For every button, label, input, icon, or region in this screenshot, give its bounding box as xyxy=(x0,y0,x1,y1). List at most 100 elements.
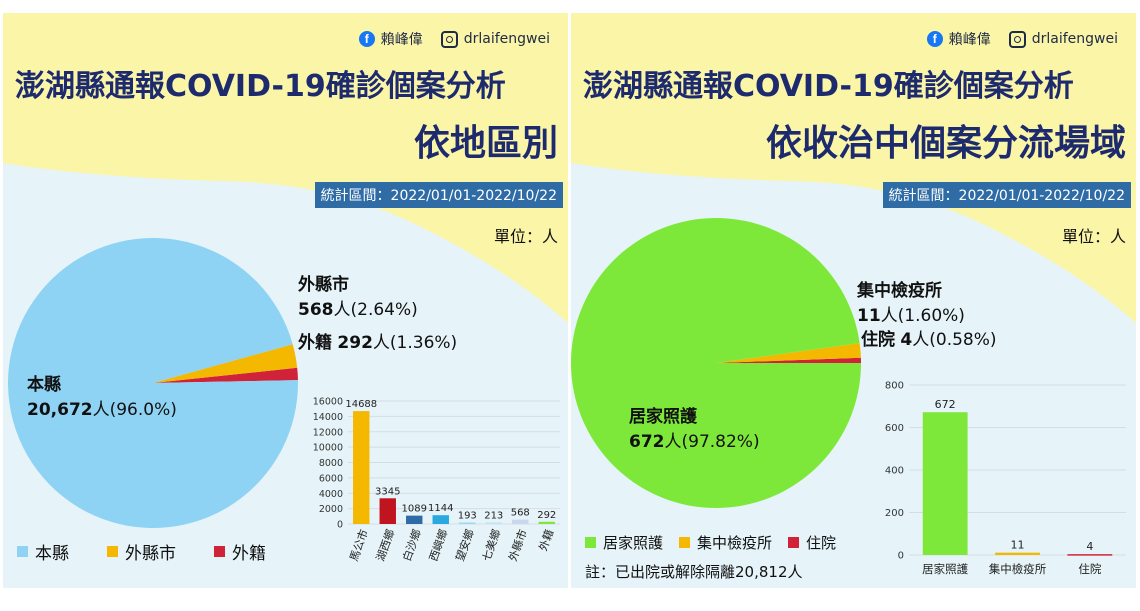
legend-item-hospital: 住院 xyxy=(788,532,836,553)
social-handles: f 賴峰偉 drlaifengwei xyxy=(926,29,1118,49)
legend-swatch xyxy=(585,537,596,548)
y-tick-label: 16000 xyxy=(313,397,343,408)
facebook-handle[interactable]: f 賴峰偉 xyxy=(926,29,991,49)
x-tick-label: 集中檢疫所 xyxy=(989,562,1047,576)
pie-label-other-county: 外縣市 568人(2.64%) xyxy=(298,275,418,320)
x-tick-label: 望安鄉 xyxy=(452,527,476,563)
bar-chart-region: 0 2000 4000 6000 8000 10000 12000 14000 16000 146… xyxy=(313,397,560,563)
chart-title: 澎湖縣通報COVID-19確診個案分析 xyxy=(583,69,1074,104)
social-handles: f 賴峰偉 drlaifengwei xyxy=(358,29,550,49)
statistics-period: 統計區間：2022/01/01-2022/10/22 xyxy=(314,182,563,208)
bar-value-label: 672 xyxy=(935,398,956,411)
bar-value-label: 292 xyxy=(537,510,556,521)
pie-slice-other-county xyxy=(153,344,298,383)
pie-legend: 本縣 外縣市 外籍 xyxy=(17,539,266,564)
unit-label: 單位：人 xyxy=(493,227,558,246)
instagram-icon xyxy=(1008,30,1026,48)
chart-subtitle: 依地區別 xyxy=(413,123,558,164)
bar-外縣市 xyxy=(512,519,529,524)
x-tick-label: 住院 xyxy=(1078,562,1101,576)
pie-chart-region xyxy=(8,238,299,529)
y-tick-label: 4000 xyxy=(319,489,343,500)
x-tick-label: 外縣市 xyxy=(505,527,529,563)
y-tick-label: 0 xyxy=(337,520,343,531)
facebook-icon: f xyxy=(358,31,375,47)
statistics-period: 統計區間：2022/01/01-2022/10/22 xyxy=(882,182,1131,208)
y-tick-label: 200 xyxy=(885,508,904,519)
legend-swatch xyxy=(679,537,691,548)
instagram-handle[interactable]: drlaifengwei xyxy=(1008,30,1118,48)
x-tick-label: 七美鄉 xyxy=(480,528,504,563)
x-tick-label: 馬公市 xyxy=(346,527,370,563)
pie-slice-home-care xyxy=(571,218,861,509)
pie-chart-care xyxy=(571,218,861,509)
facebook-icon: f xyxy=(926,31,943,47)
chart-subtitle: 依收治中個案分流場域 xyxy=(765,123,1126,164)
legend-swatch xyxy=(107,546,118,557)
panel-by-region: f 賴峰偉 drlaifengwei 澎湖縣通報COVID-19確診個案分析 依地… xyxy=(3,13,568,588)
legend-item-home-care: 居家照護 xyxy=(585,532,663,553)
y-tick-label: 8000 xyxy=(319,458,343,469)
instagram-handle[interactable]: drlaifengwei xyxy=(440,30,550,48)
bar-value-label: 3345 xyxy=(375,486,400,497)
footnote: 註：已出院或解除隔離20,812人 xyxy=(585,563,803,581)
bar-集中檢疫所 xyxy=(995,552,1040,555)
pie-slice-local xyxy=(8,238,299,529)
y-tick-label: 2000 xyxy=(319,504,343,515)
bar-chart-care: 0 200 400 600 800 672 居家照護 11 集中檢疫所 4 住院 xyxy=(885,381,1126,576)
y-tick-label: 400 xyxy=(885,466,904,477)
bar-value-label: 193 xyxy=(458,511,477,522)
bar-西嶼鄉 xyxy=(432,515,449,524)
legend-swatch xyxy=(788,537,800,548)
x-tick-label: 外籍 xyxy=(536,527,557,552)
bar-外籍 xyxy=(538,521,555,524)
legend-swatch xyxy=(214,546,225,557)
y-tick-label: 0 xyxy=(898,551,904,562)
pie-label-quarantine: 集中檢疫所 11人(1.60%) xyxy=(857,281,965,326)
unit-label: 單位：人 xyxy=(1061,227,1126,246)
bar-白沙鄉 xyxy=(406,515,423,524)
bar-馬公市 xyxy=(353,411,370,524)
bar-居家照護 xyxy=(922,412,968,555)
pie-slice-foreign xyxy=(153,367,298,383)
bar-value-label: 568 xyxy=(511,508,530,519)
pie-label-local: 本縣 20,672人(96.0%) xyxy=(27,375,177,420)
x-tick-label: 西嶼鄉 xyxy=(426,527,450,563)
facebook-handle[interactable]: f 賴峰偉 xyxy=(358,29,423,49)
pie-label-foreign: 外籍 292人(1.36%) xyxy=(298,333,458,353)
background-wave xyxy=(3,13,568,323)
bar-value-label: 1144 xyxy=(428,503,453,514)
bar-value-label: 14688 xyxy=(345,399,377,410)
bar-value-label: 4 xyxy=(1086,540,1093,553)
background-wave xyxy=(571,13,1136,323)
pie-legend: 居家照護 集中檢疫所 住院 xyxy=(585,532,836,553)
pie-label-hospital: 住院 4人(0.58%) xyxy=(861,330,997,350)
legend-item-local: 本縣 xyxy=(17,539,69,564)
x-tick-label: 居家照護 xyxy=(922,562,968,576)
y-tick-label: 600 xyxy=(885,423,904,434)
pie-slice-hospital xyxy=(716,357,861,363)
legend-item-other-county: 外縣市 xyxy=(107,539,176,564)
bar-望安鄉 xyxy=(459,522,476,525)
pie-slice-quarantine xyxy=(716,343,861,363)
bar-湖西鄉 xyxy=(379,498,396,524)
pie-label-home-care: 居家照護 672人(97.82%) xyxy=(629,407,760,452)
y-tick-label: 6000 xyxy=(319,473,343,484)
bar-七美鄉 xyxy=(485,522,502,524)
y-tick-label: 800 xyxy=(885,381,904,392)
bar-value-label: 213 xyxy=(484,510,503,521)
legend-swatch xyxy=(17,546,28,557)
y-tick-label: 12000 xyxy=(313,427,343,438)
instagram-icon xyxy=(440,30,458,48)
panel-by-care-setting: f 賴峰偉 drlaifengwei 澎湖縣通報COVID-19確診個案分析 依收… xyxy=(571,13,1136,588)
x-tick-label: 白沙鄉 xyxy=(399,527,423,563)
bar-住院 xyxy=(1067,554,1113,556)
y-tick-label: 14000 xyxy=(313,412,343,423)
bar-value-label: 1089 xyxy=(402,504,427,515)
y-tick-label: 10000 xyxy=(313,443,343,454)
chart-title: 澎湖縣通報COVID-19確診個案分析 xyxy=(15,69,506,104)
legend-item-quarantine: 集中檢疫所 xyxy=(679,532,772,553)
bar-value-label: 11 xyxy=(1011,539,1025,552)
legend-item-foreign: 外籍 xyxy=(214,539,266,564)
x-tick-label: 湖西鄉 xyxy=(374,528,398,563)
